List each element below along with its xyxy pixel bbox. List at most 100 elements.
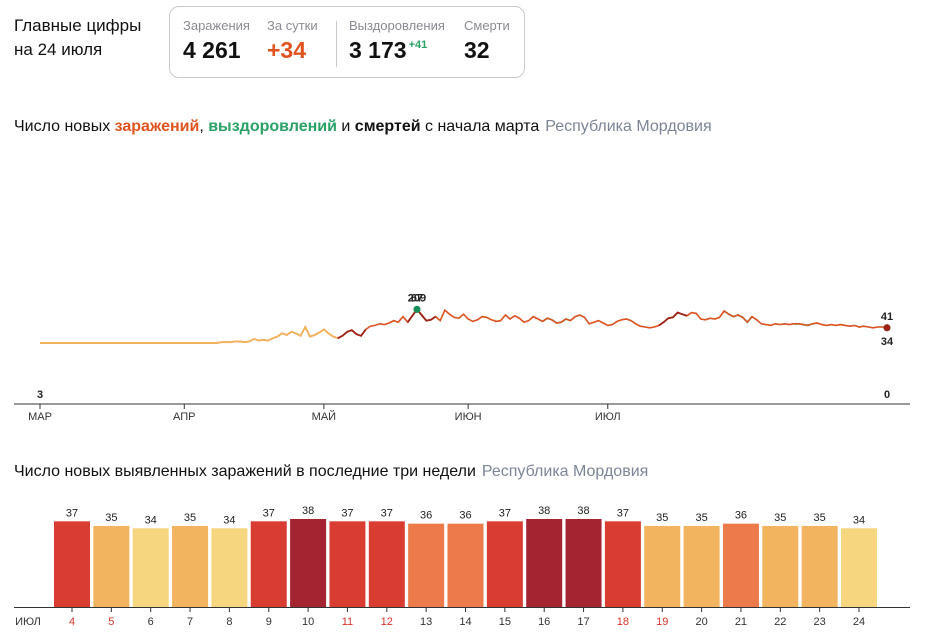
day-bar-value: 38 xyxy=(538,505,550,517)
day-label: 5 xyxy=(108,616,114,628)
infections-last-dot xyxy=(883,324,891,332)
day-label: 14 xyxy=(459,616,471,628)
day-bar-value: 37 xyxy=(341,507,353,519)
day-bar xyxy=(54,521,90,607)
stat-daily-value: +34 xyxy=(267,37,307,63)
day-bar xyxy=(172,525,209,607)
day-label: 10 xyxy=(302,616,314,628)
day-label: 15 xyxy=(499,616,511,628)
stat-daily: За сутки +34 xyxy=(267,18,318,64)
chart1-title-prefix: Число новых xyxy=(14,118,115,135)
chart1-region: Республика Мордовия xyxy=(545,118,712,135)
day-bar xyxy=(486,521,523,607)
bars-month-label: ИЮЛ xyxy=(15,616,41,628)
chart1-title: Число новых заражений, выздоровлений и с… xyxy=(14,118,712,136)
day-label: 6 xyxy=(148,616,154,628)
day-label: 9 xyxy=(266,616,272,628)
month-label: МАР xyxy=(28,411,52,423)
stat-infected-label: Заражения xyxy=(183,18,250,33)
chart2-title-text: Число новых выявленных заражений в после… xyxy=(14,463,476,480)
day-bar-value: 37 xyxy=(263,507,275,519)
month-label: ИЮН xyxy=(455,411,482,423)
day-bar xyxy=(329,521,366,607)
day-bar xyxy=(841,528,877,607)
chart1-title-suffix: с начала марта xyxy=(420,118,540,135)
day-bar xyxy=(565,519,602,607)
day-bar xyxy=(644,525,681,607)
day-label: 16 xyxy=(538,616,550,628)
stats-panel: Заражения 4 261 За сутки +34 Выздоровлен… xyxy=(169,6,525,78)
day-bar xyxy=(211,528,248,607)
day-bar-value: 37 xyxy=(66,507,78,519)
day-bar xyxy=(722,523,759,607)
day-bar-value: 35 xyxy=(774,512,786,524)
day-bar-value: 38 xyxy=(577,505,589,517)
day-bar xyxy=(93,525,130,607)
month-label: МАЙ xyxy=(312,410,336,423)
day-bar xyxy=(250,521,287,607)
day-label: 23 xyxy=(814,616,826,628)
day-bar xyxy=(604,521,641,607)
recoveries-last-label: 41 xyxy=(881,311,893,323)
stat-deaths-value: 32 xyxy=(464,37,490,63)
stats-divider xyxy=(336,21,337,67)
infections-early-line xyxy=(40,325,339,344)
stat-recovered-value: 3 173 xyxy=(349,37,407,63)
stat-recovered-label: Выздоровления xyxy=(349,18,445,33)
day-label: 7 xyxy=(187,616,193,628)
day-label: 24 xyxy=(853,616,865,628)
day-bar xyxy=(683,525,720,607)
chart1-title-deaths: смертей xyxy=(354,118,421,135)
day-label: 8 xyxy=(226,616,232,628)
day-label: 11 xyxy=(342,616,353,628)
chart1-title-and: и xyxy=(336,118,355,135)
infections-peak-segment xyxy=(337,328,367,340)
day-bar-value: 35 xyxy=(105,512,117,524)
stat-infected: Заражения 4 261 xyxy=(183,18,250,64)
chart1-title-sep: , xyxy=(199,118,209,135)
deaths-peak-label: 3 xyxy=(37,389,43,401)
day-bar-value: 38 xyxy=(302,505,314,517)
stat-infected-value: 4 261 xyxy=(183,37,241,63)
month-label: АПР xyxy=(173,411,195,423)
day-bar xyxy=(526,519,563,607)
chart2-region: Республика Мордовия xyxy=(481,463,649,480)
day-bar xyxy=(801,525,838,607)
recoveries-peak-label: 209 xyxy=(408,292,426,304)
day-bar-value: 37 xyxy=(381,507,393,519)
day-label: 18 xyxy=(617,616,629,628)
day-bar-value: 35 xyxy=(814,512,826,524)
infections-last-label: 34 xyxy=(881,336,894,348)
day-bar-value: 35 xyxy=(695,512,707,524)
day-bar-value: 35 xyxy=(656,512,668,524)
chart2-title: Число новых выявленных заражений в после… xyxy=(14,463,648,481)
day-bar-value: 35 xyxy=(184,512,196,524)
title-line-1: Главные цифры xyxy=(14,16,142,35)
day-label: 17 xyxy=(577,616,589,628)
infections-peak-segment xyxy=(658,311,688,327)
day-bar xyxy=(762,525,799,607)
stat-recovered: Выздоровления 3 173 +41 xyxy=(349,18,445,64)
day-bar-value: 34 xyxy=(223,514,235,526)
deaths-last-label: 0 xyxy=(884,389,890,401)
day-label: 19 xyxy=(656,616,668,628)
infections-series-line xyxy=(40,308,888,344)
day-bar-value: 34 xyxy=(145,514,157,526)
month-label: ИЮЛ xyxy=(595,411,621,423)
day-bar xyxy=(290,519,327,607)
day-label: 21 xyxy=(735,616,747,628)
stat-deaths-label: Смерти xyxy=(464,18,510,33)
day-bar-value: 34 xyxy=(853,514,865,526)
day-bar xyxy=(408,523,445,607)
day-label: 13 xyxy=(420,616,432,628)
day-bar-value: 36 xyxy=(735,510,747,522)
day-label: 20 xyxy=(695,616,707,628)
day-bar-value: 36 xyxy=(420,510,432,522)
stat-daily-label: За сутки xyxy=(267,18,318,33)
day-bar-value: 37 xyxy=(617,507,629,519)
page-title: Главные цифры на 24 июля xyxy=(14,14,141,62)
day-bar-value: 37 xyxy=(499,507,511,519)
chart1-title-infections: заражений xyxy=(114,118,200,135)
infections-peak-label: 67 xyxy=(411,292,423,304)
day-label: 22 xyxy=(774,616,786,628)
